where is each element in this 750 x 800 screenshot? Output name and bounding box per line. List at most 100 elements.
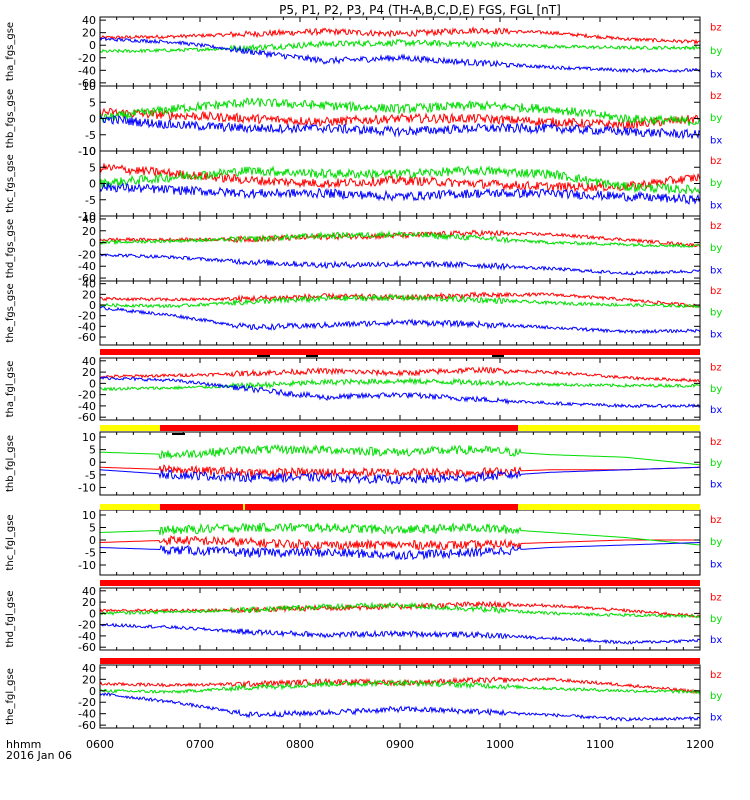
series-bz-line	[100, 365, 700, 383]
legend-bz: bz	[710, 515, 722, 526]
y-tick-label: 0	[89, 113, 96, 126]
legend-bz: bz	[710, 437, 722, 448]
y-tick-label: 0	[89, 39, 96, 52]
y-tick-label: 5	[89, 96, 96, 109]
legend-bz: bz	[710, 221, 722, 232]
legend-bz: bz	[710, 593, 722, 604]
series-by-line	[100, 678, 700, 695]
x-axis-label-date: 2016 Jan 06	[6, 749, 72, 762]
y-tick-label: -40	[78, 708, 96, 721]
legend-bx: bx	[710, 135, 722, 146]
y-tick-label: 0	[89, 178, 96, 191]
y-tick-label: 20	[82, 27, 96, 40]
series-bz-line	[100, 676, 700, 695]
y-tick-label: -10	[78, 210, 96, 223]
flag-bar-segment	[100, 425, 160, 431]
y-tick-label: -20	[78, 52, 96, 65]
y-tick-label: 0	[89, 237, 96, 250]
y-axis-label: thb_fgl_gse	[5, 435, 16, 492]
flag-bars-group	[100, 349, 700, 664]
legend-bz: bz	[710, 363, 722, 374]
y-tick-label: 0	[89, 299, 96, 312]
panel-frame	[99, 664, 701, 729]
y-tick-label: 40	[82, 14, 96, 27]
y-tick-label: 5	[89, 522, 96, 535]
y-tick-label: 0	[89, 377, 96, 390]
series-bx-line	[100, 305, 700, 335]
legend-by: by	[710, 308, 722, 319]
y-tick-label: -40	[78, 320, 96, 333]
y-tick-label: -60	[78, 331, 96, 344]
y-tick-label: 40	[82, 213, 96, 226]
panel-frame	[99, 280, 701, 346]
y-tick-label: -60	[78, 411, 96, 424]
y-axis-label: thd_fgs_gse	[5, 219, 16, 278]
panel-thc_fgs_gse: 10 5 0 -5 -10 thc_fgs_gse bz by bx	[5, 145, 722, 223]
series-bx-line	[100, 692, 700, 722]
flag-bar-segment	[160, 504, 243, 510]
y-tick-label: 0	[89, 685, 96, 698]
legend-by: by	[710, 614, 722, 625]
legend-by: by	[710, 113, 722, 124]
y-tick-label: -20	[78, 696, 96, 709]
legend-bz: bz	[710, 670, 722, 681]
y-tick-label: 10	[82, 509, 96, 522]
flag-bar-segment	[100, 504, 160, 510]
x-tick-label: 1100	[586, 738, 614, 751]
series-by-line	[100, 38, 700, 54]
legend-bx: bx	[710, 635, 722, 646]
panel-frame	[99, 357, 701, 421]
y-tick-label: -5	[85, 194, 96, 207]
y-tick-label: -5	[85, 469, 96, 482]
flag-bar-segment	[518, 504, 700, 510]
y-tick-label: -10	[78, 145, 96, 158]
y-tick-label: -20	[78, 248, 96, 261]
y-tick-label: -60	[78, 77, 96, 90]
x-tick-label: 0800	[286, 738, 314, 751]
y-tick-label: -40	[78, 260, 96, 273]
y-tick-label: 10	[82, 80, 96, 93]
y-tick-label: 20	[82, 673, 96, 686]
series-bx-line	[100, 253, 700, 276]
legend-by: by	[710, 46, 722, 57]
y-axis-label: the_fgs_gse	[5, 283, 16, 342]
series-bz-line	[100, 25, 700, 46]
series-bx-line	[100, 466, 700, 486]
legend-by: by	[710, 458, 722, 469]
flag-bar-segment	[243, 504, 245, 510]
y-tick-label: 20	[82, 288, 96, 301]
y-axis-label: thd_fgl_gse	[5, 591, 16, 648]
y-tick-label: 0	[89, 534, 96, 547]
y-tick-label: 0	[89, 607, 96, 620]
series-bz-line	[100, 535, 700, 551]
flag-marker	[492, 355, 504, 357]
panel-frame	[99, 587, 701, 651]
legend-bz: bz	[710, 91, 722, 102]
y-tick-label: 5	[89, 444, 96, 457]
legend-bx: bx	[710, 70, 722, 81]
series-bx-line	[100, 114, 700, 140]
y-tick-label: 40	[82, 355, 96, 368]
series-bx-line	[100, 36, 700, 74]
legend-bx: bx	[710, 265, 722, 276]
x-tick-label: 1200	[686, 738, 714, 751]
y-axis-label: thc_fgs_gse	[5, 154, 16, 213]
y-tick-label: 40	[82, 585, 96, 598]
flag-bar-segment	[100, 349, 700, 355]
y-axis-label: the_fgl_gse	[5, 668, 16, 725]
y-tick-label: -60	[78, 272, 96, 285]
y-tick-label: -5	[85, 547, 96, 560]
panel-frame	[99, 16, 701, 87]
y-tick-label: -60	[78, 719, 96, 732]
y-tick-label: -20	[78, 389, 96, 402]
series-bz-line	[100, 600, 700, 618]
y-tick-label: -60	[78, 641, 96, 654]
series-bx-line	[100, 182, 700, 205]
